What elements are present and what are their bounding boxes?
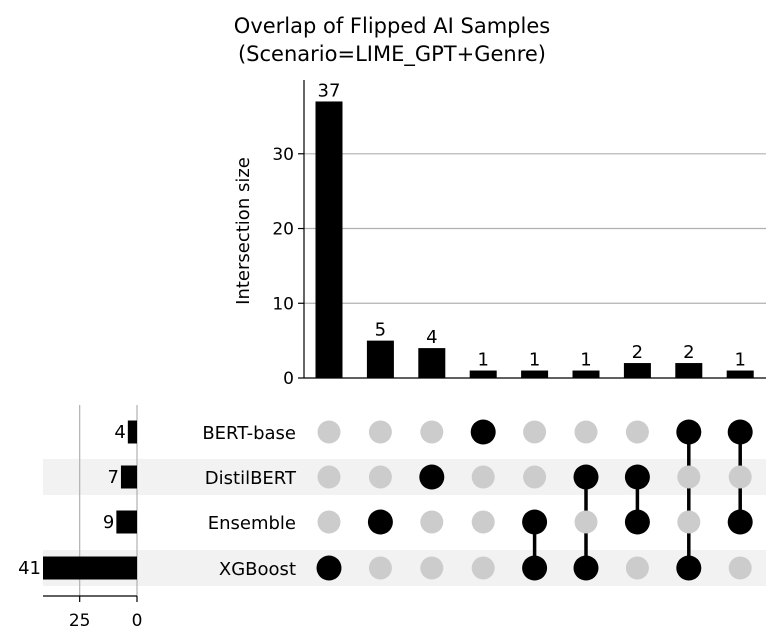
dot-active-col-5-xgboost <box>522 555 548 581</box>
dot-inactive-col-1-distilbert <box>317 465 341 489</box>
dot-active-col-2-ensemble <box>367 509 393 535</box>
dot-active-col-8-bert-base <box>676 419 702 445</box>
dot-inactive-col-6-ensemble <box>574 510 598 534</box>
set-size-bars: 4 7 9 41 <box>18 420 137 580</box>
dot-inactive-col-9-xgboost <box>728 556 752 580</box>
intersection-value-label-9: 1 <box>734 350 745 371</box>
dot-active-col-1-xgboost <box>316 555 342 581</box>
dot-inactive-col-8-distilbert <box>677 465 701 489</box>
y-tick-label-10: 10 <box>272 294 294 314</box>
chart-title-line-2: (Scenario=LIME_GPT+Genre) <box>238 42 546 67</box>
dot-active-col-8-xgboost <box>676 555 702 581</box>
intersection-bar-6 <box>572 370 600 378</box>
intersection-bars: 37 5 4 1 1 1 2 2 1 <box>315 80 754 378</box>
intersection-bar-4 <box>469 370 497 378</box>
set-tick-label-25: 25 <box>69 611 91 631</box>
set-size-bar-bert-base <box>127 420 137 444</box>
dot-inactive-col-4-ensemble <box>471 510 495 534</box>
intersection-value-label-5: 1 <box>529 350 540 371</box>
dot-active-col-4-bert-base <box>470 419 496 445</box>
intersection-value-label-3: 4 <box>426 327 437 348</box>
dot-inactive-col-1-ensemble <box>317 510 341 534</box>
dot-active-col-9-bert-base <box>727 419 753 445</box>
intersection-bar-3 <box>418 348 446 378</box>
dot-inactive-col-2-xgboost <box>368 556 392 580</box>
dot-inactive-col-5-bert-base <box>523 420 547 444</box>
set-label-distilbert: DistilBERT <box>205 468 297 489</box>
set-size-value-ensemble: 9 <box>103 512 114 533</box>
set-size-value-distilbert: 7 <box>107 467 118 488</box>
dot-inactive-col-3-ensemble <box>420 510 444 534</box>
intersection-bar-7 <box>623 363 651 378</box>
dot-inactive-col-2-distilbert <box>368 465 392 489</box>
dot-inactive-col-4-xgboost <box>471 556 495 580</box>
set-label-ensemble: Ensemble <box>208 513 296 534</box>
intersection-value-label-2: 5 <box>375 320 386 341</box>
chart-title-line-1: Overlap of Flipped AI Samples <box>234 14 550 38</box>
set-size-value-xgboost: 41 <box>18 558 41 579</box>
set-size-axis: 25 0 <box>43 595 143 631</box>
dot-active-col-9-ensemble <box>727 509 753 535</box>
dot-active-col-3-distilbert <box>419 464 445 490</box>
intersection-bar-1 <box>315 101 343 378</box>
set-size-bar-ensemble <box>116 510 137 534</box>
dot-inactive-col-3-bert-base <box>420 420 444 444</box>
dot-inactive-col-8-ensemble <box>677 510 701 534</box>
chart-title: Overlap of Flipped AI Samples (Scenario=… <box>234 14 550 67</box>
dot-active-col-6-distilbert <box>573 464 599 490</box>
intersection-bar-9 <box>726 370 754 378</box>
set-label-xgboost: XGBoost <box>219 559 296 580</box>
dot-active-col-6-xgboost <box>573 555 599 581</box>
dot-inactive-col-9-distilbert <box>728 465 752 489</box>
row-stripe-xgboost <box>43 550 766 586</box>
row-stripe-distilbert <box>43 459 766 495</box>
set-size-bar-distilbert <box>120 465 137 489</box>
dot-inactive-col-4-distilbert <box>471 465 495 489</box>
dot-inactive-col-7-bert-base <box>625 420 649 444</box>
dot-active-col-7-ensemble <box>624 509 650 535</box>
intersection-value-label-1: 37 <box>318 80 341 101</box>
dot-inactive-col-1-bert-base <box>317 420 341 444</box>
dot-inactive-col-3-xgboost <box>420 556 444 580</box>
intersection-value-label-7: 2 <box>632 342 643 363</box>
set-name-labels: BERT-base DistilBERT Ensemble XGBoost <box>202 423 297 580</box>
dot-inactive-col-7-xgboost <box>625 556 649 580</box>
intersection-value-label-8: 2 <box>683 342 694 363</box>
set-size-bar-xgboost <box>43 556 137 580</box>
y-tick-label-20: 20 <box>272 220 294 240</box>
intersection-value-label-6: 1 <box>580 350 591 371</box>
y-axis-label: Intersection size <box>233 157 254 305</box>
intersection-value-label-4: 1 <box>477 350 488 371</box>
intersection-bar-8 <box>675 363 703 378</box>
y-tick-label-0: 0 <box>283 369 294 389</box>
dot-active-col-7-distilbert <box>624 464 650 490</box>
dot-inactive-col-6-bert-base <box>574 420 598 444</box>
y-tick-label-30: 30 <box>272 145 294 165</box>
set-tick-label-0: 0 <box>132 611 143 631</box>
membership-matrix <box>316 419 753 581</box>
dot-inactive-col-2-bert-base <box>368 420 392 444</box>
matrix-row-stripes <box>43 459 766 586</box>
intersection-bar-2 <box>366 340 394 378</box>
dot-active-col-5-ensemble <box>522 509 548 535</box>
set-size-value-bert-base: 4 <box>114 422 125 443</box>
dot-inactive-col-5-distilbert <box>523 465 547 489</box>
intersection-bar-5 <box>521 370 549 378</box>
bar-gridlines <box>304 153 766 304</box>
set-label-bert-base: BERT-base <box>202 423 296 444</box>
